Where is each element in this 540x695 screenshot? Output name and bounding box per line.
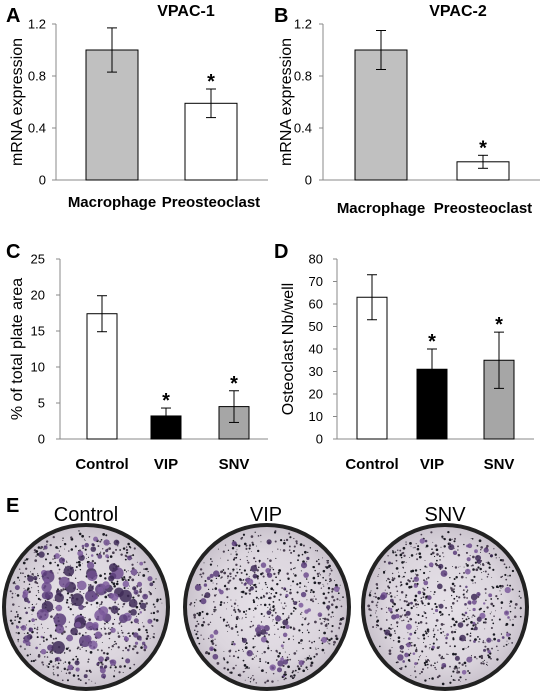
y-tick-label: 1.2 xyxy=(28,17,46,32)
dish-image-control xyxy=(2,523,170,691)
y-tick-label: 0 xyxy=(316,432,323,447)
significance-star: * xyxy=(479,137,487,159)
y-tick-label: 30 xyxy=(309,364,323,379)
chart-plate-area: 0 5 10 15 20 25 % of total plate area Control * V… xyxy=(9,252,268,473)
significance-star: * xyxy=(428,331,436,353)
panel-letter-b: B xyxy=(274,5,288,27)
significance-star: * xyxy=(162,390,170,412)
error-bar xyxy=(376,30,386,70)
category-label: Macrophage xyxy=(337,200,425,217)
significance-star: * xyxy=(207,71,215,93)
chart-title: VPAC-2 xyxy=(429,3,487,20)
y-tick-label: 70 xyxy=(309,274,323,289)
y-tick-label: 15 xyxy=(31,324,45,339)
y-tick-label: 0 xyxy=(39,173,46,188)
y-axis-label: % of total plate area xyxy=(9,278,26,420)
y-axis-label: mRNA expression xyxy=(278,38,295,166)
error-bar xyxy=(478,154,488,169)
category-label: SNV xyxy=(219,456,250,473)
category-label: Preosteoclast xyxy=(162,194,260,211)
y-tick-label: 50 xyxy=(309,319,323,334)
y-tick-label: 0.4 xyxy=(294,121,312,136)
panel-letter-c: C xyxy=(6,241,20,263)
error-bar xyxy=(427,348,437,390)
chart-vpac2: 0 0.4 0.8 1.2 mRNA expression VPAC-2 Macrophag… xyxy=(278,3,540,217)
category-label: Control xyxy=(75,456,128,473)
y-tick-label: 1.2 xyxy=(294,17,312,32)
chart-osteoclast-count: 0 10 20 30 40 50 60 70 80 Osteoclast Nb/well Contr… xyxy=(280,252,534,473)
dish-image-vip xyxy=(183,523,351,691)
y-tick-label: 0.8 xyxy=(294,69,312,84)
chart-title: VPAC-1 xyxy=(157,3,215,20)
category-label: SNV xyxy=(484,456,515,473)
y-tick-label: 5 xyxy=(38,396,45,411)
category-label: Preosteoclast xyxy=(434,200,532,217)
significance-star: * xyxy=(495,314,503,336)
category-label: Macrophage xyxy=(68,194,156,211)
error-bar xyxy=(206,88,216,119)
y-tick-label: 20 xyxy=(31,288,45,303)
dish-rim xyxy=(361,523,529,691)
panel-letter-e: E xyxy=(6,495,19,517)
dish-label-snv: SNV xyxy=(424,504,466,526)
error-bar xyxy=(161,407,171,425)
error-bar xyxy=(494,331,504,389)
y-tick-label: 25 xyxy=(31,252,45,267)
error-bar xyxy=(107,27,117,73)
y-tick-label: 60 xyxy=(309,297,323,312)
category-label: VIP xyxy=(154,456,178,473)
y-tick-label: 0 xyxy=(38,432,45,447)
error-bar xyxy=(367,274,377,321)
category-label: VIP xyxy=(420,456,444,473)
y-tick-label: 0.4 xyxy=(28,121,46,136)
error-bar xyxy=(229,390,239,423)
dish-image-snv xyxy=(361,523,529,691)
y-axis-label: Osteoclast Nb/well xyxy=(280,283,297,416)
error-bar xyxy=(97,295,107,333)
panel-e-images: Control VIP SNV xyxy=(2,504,529,691)
dish-rim xyxy=(183,523,351,691)
significance-star: * xyxy=(230,373,238,395)
y-tick-label: 10 xyxy=(309,409,323,424)
bar xyxy=(86,313,118,440)
y-tick-label: 0.8 xyxy=(28,69,46,84)
y-tick-label: 40 xyxy=(309,342,323,357)
y-tick-label: 0 xyxy=(305,173,312,188)
panel-letter-d: D xyxy=(274,241,288,263)
dish-label-vip: VIP xyxy=(250,504,282,526)
dish-label-control: Control xyxy=(54,504,118,526)
y-axis-label: mRNA expression xyxy=(9,38,26,166)
panel-letter-a: A xyxy=(6,5,20,27)
bar xyxy=(356,296,388,440)
y-tick-label: 20 xyxy=(309,387,323,402)
y-tick-label: 80 xyxy=(309,252,323,267)
y-tick-label: 10 xyxy=(31,360,45,375)
category-label: Control xyxy=(345,456,398,473)
